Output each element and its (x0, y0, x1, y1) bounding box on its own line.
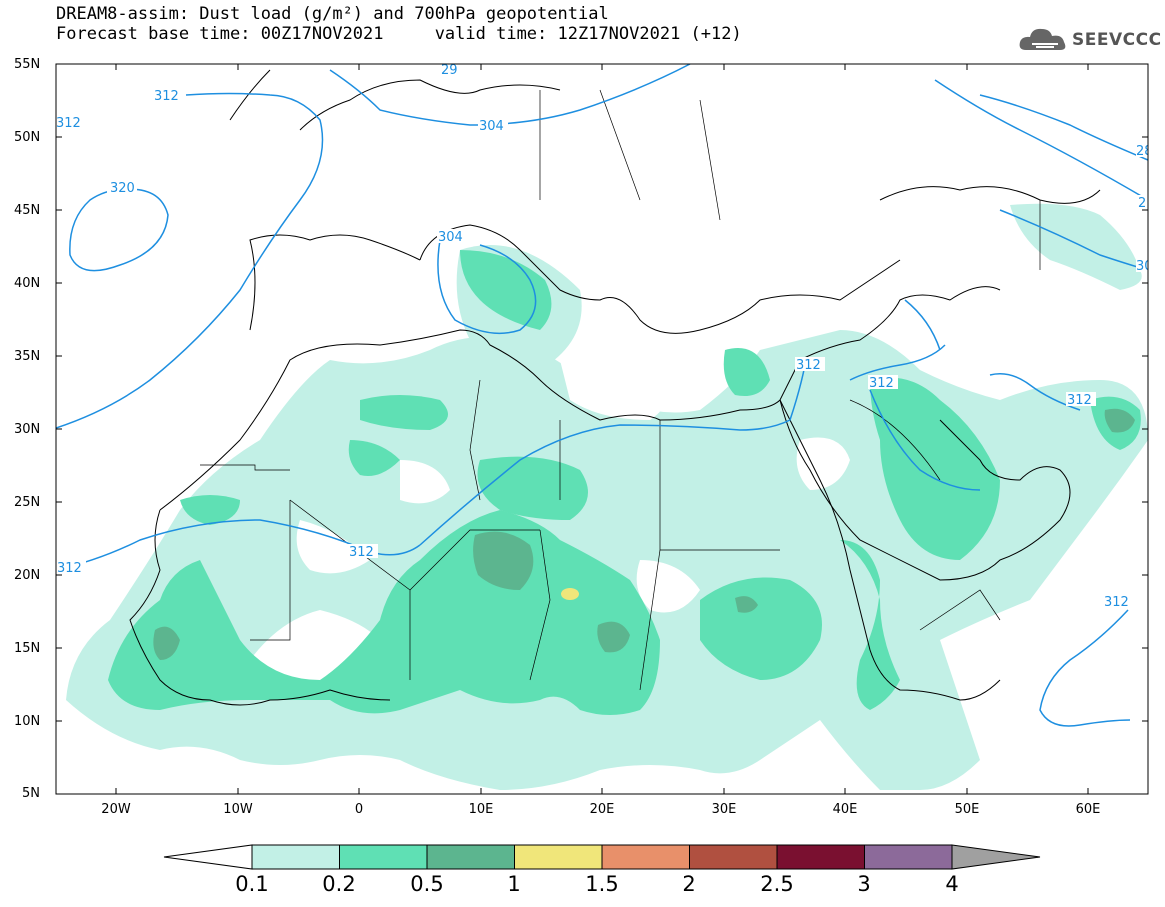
lat-label: 35N (14, 349, 41, 364)
dust-region-high (153, 408, 1135, 660)
contour-label: 312 (1104, 595, 1129, 610)
geopotential-contours (56, 64, 1148, 727)
lat-label: 30N (14, 422, 41, 437)
colorbar-label: 2.5 (760, 872, 794, 896)
contour-labels: 312 312 320 304 29 304 312 312 312 312 2… (56, 63, 1153, 610)
axis-ticks (56, 64, 1148, 794)
dust-peak (561, 588, 579, 600)
lon-label: 40E (832, 802, 858, 817)
colorbar-label: 4 (945, 872, 959, 896)
colorbar-label: 0.1 (235, 872, 269, 896)
colorbar-label: 0.2 (322, 872, 356, 896)
contour-label: 312 (349, 545, 374, 560)
contour-label: 304 (479, 119, 504, 134)
lon-label: 0 (354, 802, 364, 817)
map-title: DREAM8-assim: Dust load (g/m²) and 700hP… (56, 4, 609, 24)
colorbar-label: 2 (682, 872, 696, 896)
lon-label: 30E (711, 802, 737, 817)
lat-label: 45N (14, 203, 41, 218)
contour-label: 320 (110, 181, 135, 196)
logo-text: SEEVCCC (1072, 30, 1162, 50)
lat-label: 10N (14, 714, 41, 729)
lat-label: 55N (14, 57, 41, 72)
borders (200, 89, 1041, 691)
contour-label: 312 (57, 561, 82, 576)
map-subtitle: Forecast base time: 00Z17NOV2021 valid t… (56, 24, 742, 44)
lon-label: 10W (223, 802, 253, 817)
contour-label: 312 (154, 89, 179, 104)
colorbar-label: 3 (857, 872, 871, 896)
lon-label: 50E (954, 802, 980, 817)
contour-label: 312 (796, 358, 821, 373)
colorbar-label: 0.5 (410, 872, 444, 896)
contour-label: 312 (1067, 393, 1092, 408)
cloud-logo-icon (1019, 28, 1066, 50)
coastlines (129, 69, 1101, 706)
contour-label: 312 (56, 116, 81, 131)
lon-label: 20W (101, 802, 131, 817)
lat-label: 15N (14, 641, 41, 656)
lat-label: 20N (14, 568, 41, 583)
lat-label: 40N (14, 276, 41, 291)
contour-label: 30 (1136, 259, 1153, 274)
lat-label: 5N (22, 786, 40, 801)
lat-label: 25N (14, 495, 41, 510)
contour-label: 29 (441, 63, 458, 78)
contour-label: 304 (438, 230, 463, 245)
lon-label: 20E (589, 802, 615, 817)
lon-label: 60E (1075, 802, 1101, 817)
lat-label: 50N (14, 130, 41, 145)
colorbar-label: 1 (507, 872, 521, 896)
contour-label: 2 (1138, 196, 1146, 211)
contour-label: 312 (869, 376, 894, 391)
colorbar-label: 1.5 (585, 872, 619, 896)
contour-label: 28 (1136, 144, 1153, 159)
lon-label: 10E (468, 802, 494, 817)
